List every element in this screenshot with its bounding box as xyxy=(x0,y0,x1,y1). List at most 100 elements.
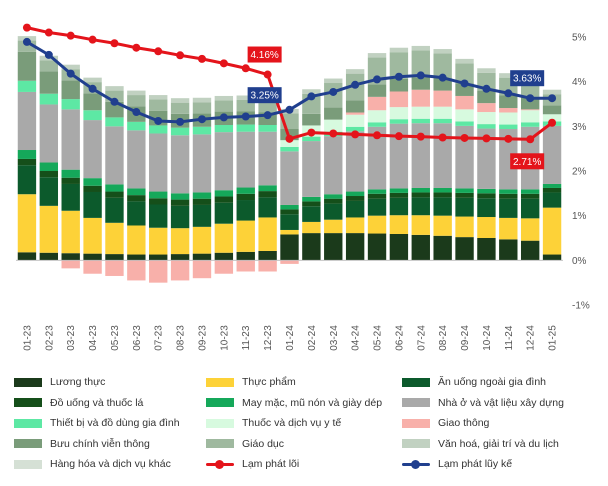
legend-item-0: Lương thực xyxy=(14,374,206,390)
bar-segment-11-03-24 xyxy=(324,78,343,84)
bar-segment-9-02-23 xyxy=(39,71,59,94)
x-tick-label: 01-24 xyxy=(285,325,296,351)
x-tick-label: 05-23 xyxy=(110,325,121,351)
bar-segment-5-04-23 xyxy=(83,120,102,179)
bar-segment-1-07-23 xyxy=(149,227,168,255)
legend-swatch xyxy=(402,418,430,428)
bar-segment-4-08-23 xyxy=(170,193,190,200)
bar-segment-10-12-23 xyxy=(258,101,277,113)
line-point-0-06-23 xyxy=(132,43,141,52)
bar-segment-5-08-24 xyxy=(433,123,452,188)
bar-segment-9-06-24 xyxy=(389,78,409,92)
legend-label: Nhà ở và vật liệu xây dựng xyxy=(438,396,564,409)
bar-segment-1-06-24 xyxy=(389,215,409,234)
bar-segment-0-01-24 xyxy=(280,234,299,261)
bar-segment-11-09-24 xyxy=(455,58,474,64)
bar-segment-8-11-24 xyxy=(499,108,518,113)
bar-segment-3-10-23 xyxy=(214,196,234,203)
bar-segment-9-04-24 xyxy=(345,100,365,113)
bar-segment-0-10-24 xyxy=(477,238,496,261)
bar-segment-1-05-23 xyxy=(105,222,124,255)
bar-segment-8-10-23 xyxy=(214,260,234,274)
legend-item-9: Bưu chính viễn thông xyxy=(14,436,206,452)
bar-segment-11-08-23 xyxy=(170,98,190,103)
bar-segment-9-03-24 xyxy=(324,107,343,120)
bar-segment-3-05-23 xyxy=(105,191,124,198)
bar-segment-1-02-24 xyxy=(302,221,321,234)
bar-segment-3-12-23 xyxy=(258,191,277,198)
bar-segment-0-07-23 xyxy=(149,254,168,261)
bar-segment-11-04-23 xyxy=(83,77,102,83)
bar-segment-4-03-24 xyxy=(324,194,343,199)
bar-segment-2-06-23 xyxy=(127,201,146,226)
bar-segment-8-07-23 xyxy=(149,260,168,283)
x-tick-label: 01-25 xyxy=(548,325,559,351)
bar-segment-4-06-24 xyxy=(389,188,409,193)
bar-segment-2-04-24 xyxy=(345,200,365,218)
bar-segment-2-09-23 xyxy=(192,204,212,227)
bar-segment-6-11-23 xyxy=(236,124,255,132)
legend-label: Đồ uống và thuốc lá xyxy=(50,396,144,409)
bar-segment-11-11-23 xyxy=(236,95,255,100)
bar-segment-3-08-24 xyxy=(433,192,452,198)
bar-segment-4-12-23 xyxy=(258,185,277,192)
legend-swatch xyxy=(402,398,430,407)
bar-segment-2-05-23 xyxy=(105,197,124,223)
x-tick-label: 12-24 xyxy=(526,325,537,351)
bar-segment-4-11-24 xyxy=(499,189,518,194)
bar-segment-6-06-23 xyxy=(127,121,146,131)
legend-item-1: Thực phẩm xyxy=(206,374,402,390)
bar-segment-7-09-24 xyxy=(455,109,474,122)
bar-segment-11-06-23 xyxy=(127,90,146,96)
bar-segment-2-09-24 xyxy=(455,197,474,217)
bar-segment-2-12-24 xyxy=(520,198,540,219)
y-axis: -1% 0% 1% 2% 3% 4% 5% xyxy=(572,33,590,312)
line-point-1-02-23 xyxy=(44,50,53,59)
bar-segment-9-04-23 xyxy=(83,93,102,111)
line-point-0-11-23 xyxy=(241,64,250,73)
bar-segment-9-07-24 xyxy=(411,77,430,90)
bar-segment-8-09-24 xyxy=(455,95,474,110)
bar-segment-6-01-24 xyxy=(280,146,299,152)
line-point-1-08-23 xyxy=(176,117,185,126)
legend-label: Hàng hóa và dịch vụ khác xyxy=(50,458,171,470)
annotation-label-3: 2.71% xyxy=(513,157,541,168)
line-point-0-01-23 xyxy=(22,23,31,32)
bar-segment-8-08-23 xyxy=(170,260,190,281)
legend-item-8: Giao thông xyxy=(402,415,602,431)
line-point-0-08-23 xyxy=(176,51,185,60)
bar-segment-2-03-24 xyxy=(324,203,343,220)
bar-segment-4-04-24 xyxy=(345,191,365,197)
bar-segment-5-09-24 xyxy=(455,125,474,189)
bar-segment-2-04-23 xyxy=(83,191,102,218)
bar-segment-6-07-24 xyxy=(411,118,430,124)
bar-segment-2-10-23 xyxy=(214,202,234,224)
bar-segment-5-04-24 xyxy=(345,131,365,192)
bar-segment-2-07-23 xyxy=(149,204,168,228)
bar-segment-8-07-24 xyxy=(411,89,430,107)
bar-segment-2-08-23 xyxy=(170,205,190,229)
annotation-2: 3.63% xyxy=(510,70,545,87)
bar-segment-8-04-24 xyxy=(345,112,365,115)
bar-segment-8-08-24 xyxy=(433,90,452,107)
y-tick-label: 1% xyxy=(572,211,587,222)
bar-segment-4-09-23 xyxy=(192,192,212,199)
bar-segment-7-05-24 xyxy=(367,110,387,123)
bar-segment-5-01-23 xyxy=(17,91,37,151)
bar-segment-5-03-23 xyxy=(61,109,80,170)
bar-segment-2-02-24 xyxy=(302,206,321,222)
bar-segment-3-11-24 xyxy=(499,193,518,199)
bar-segment-7-06-24 xyxy=(389,107,409,120)
bar-segment-2-06-24 xyxy=(389,197,409,216)
y-tick-label: 4% xyxy=(572,77,587,88)
bar-segment-2-11-24 xyxy=(499,198,518,218)
bar-segment-8-06-23 xyxy=(127,260,146,281)
bar-segment-9-03-23 xyxy=(61,80,80,100)
bar-segment-11-05-24 xyxy=(367,53,387,58)
line-point-1-11-24 xyxy=(504,89,513,98)
bar-segment-0-03-24 xyxy=(324,233,343,261)
bar-segment-0-09-24 xyxy=(455,237,474,261)
bar-segment-6-12-23 xyxy=(258,124,277,132)
bar-segment-9-11-24 xyxy=(499,95,518,109)
line-point-1-06-24 xyxy=(394,72,403,81)
